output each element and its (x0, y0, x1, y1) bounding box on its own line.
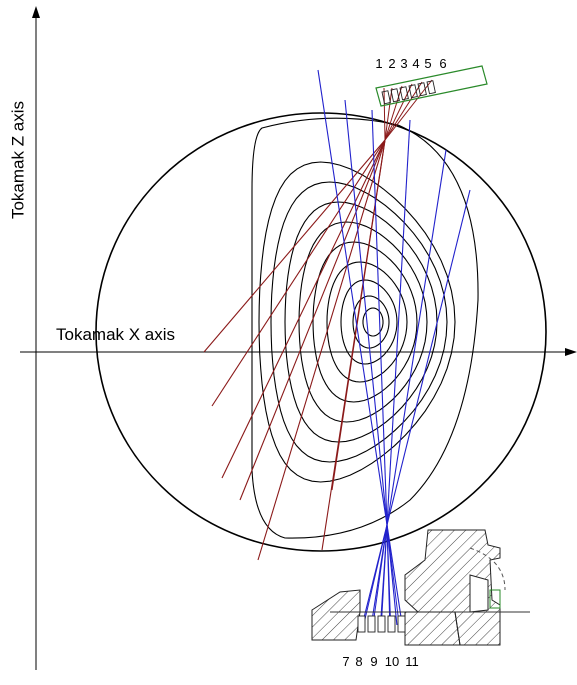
x-axis-arrow-icon (565, 348, 577, 356)
upper-detector-1 (381, 90, 391, 105)
upper-chord-7 (331, 139, 386, 491)
lower-fan-chords (317, 69, 471, 633)
port-outer-hatched (404, 529, 501, 646)
axes (20, 6, 577, 670)
upper-detector-4 (408, 84, 418, 99)
flux-surface-2 (352, 295, 390, 349)
flux-surface-9 (258, 161, 456, 483)
upper-bundle-line-3 (384, 85, 403, 141)
lower-detector-3 (377, 615, 386, 633)
port-right-hatched (404, 611, 461, 646)
flux-surface-7 (284, 201, 438, 443)
upper-detector-5 (417, 82, 427, 97)
upper-channel-label-6: 6 (439, 56, 447, 71)
upper-channel-label-4: 4 (412, 56, 420, 71)
lower-detector-5 (397, 615, 406, 633)
port-dashed-contour (469, 547, 506, 591)
upper-channel-label-1: 1 (375, 56, 383, 71)
port-small-fitting (489, 589, 501, 609)
lower-channel-label-7: 7 (342, 654, 350, 669)
flux-surface-1 (362, 307, 384, 337)
upper-bundle-line-1 (383, 87, 386, 141)
vacuum-vessel-boundary (95, 112, 547, 552)
z-axis-arrow-icon (32, 6, 40, 18)
z-axis-label: Tokamak Z axis (8, 100, 28, 220)
upper-detector-elements (381, 80, 436, 105)
lower-detector-4 (387, 615, 396, 633)
lower-bundle-line-1 (361, 524, 388, 633)
upper-bundle-line-2 (384, 87, 393, 141)
upper-fan-chords (203, 79, 433, 561)
lower-port-structure-icon (311, 529, 530, 646)
upper-chord-3 (221, 139, 386, 479)
upper-detector-collimator-icon (375, 65, 488, 107)
port-inner-block (469, 574, 489, 613)
upper-channel-label-3: 3 (400, 56, 408, 71)
lower-bundle-line-5 (386, 524, 401, 633)
lower-channel-label-10: 10 (384, 654, 400, 669)
upper-bundle-line-6 (384, 79, 433, 141)
upper-channel-label-5: 5 (424, 56, 432, 71)
collimator-box (375, 65, 488, 107)
upper-detector-3 (399, 86, 409, 101)
lower-bundle-line-3 (379, 524, 388, 633)
lower-channel-label-8: 8 (355, 654, 363, 669)
flux-surface-6 (298, 221, 428, 423)
lower-bundle-line-2 (371, 524, 388, 633)
lower-detector-1 (357, 615, 366, 633)
lower-channel-label-9: 9 (370, 654, 378, 669)
upper-chord-1 (203, 139, 386, 353)
last-closed-flux-surface (251, 117, 479, 539)
x-axis-label: Tokamak X axis (56, 325, 176, 344)
upper-chord-2 (211, 139, 386, 407)
lower-bundle-line-4 (386, 524, 391, 633)
upper-detector-2 (390, 88, 400, 103)
lower-detector-2 (367, 615, 376, 633)
upper-detector-6 (426, 80, 436, 95)
lower-detector-elements (357, 615, 406, 633)
upper-channel-label-2: 2 (388, 56, 396, 71)
upper-chord-4 (239, 139, 386, 501)
upper-chord-5 (257, 139, 386, 561)
upper-bundle-line-5 (384, 81, 423, 141)
flux-surface-3 (340, 279, 398, 365)
lower-channel-label-11: 11 (405, 654, 419, 669)
port-left-hatched (311, 589, 361, 641)
